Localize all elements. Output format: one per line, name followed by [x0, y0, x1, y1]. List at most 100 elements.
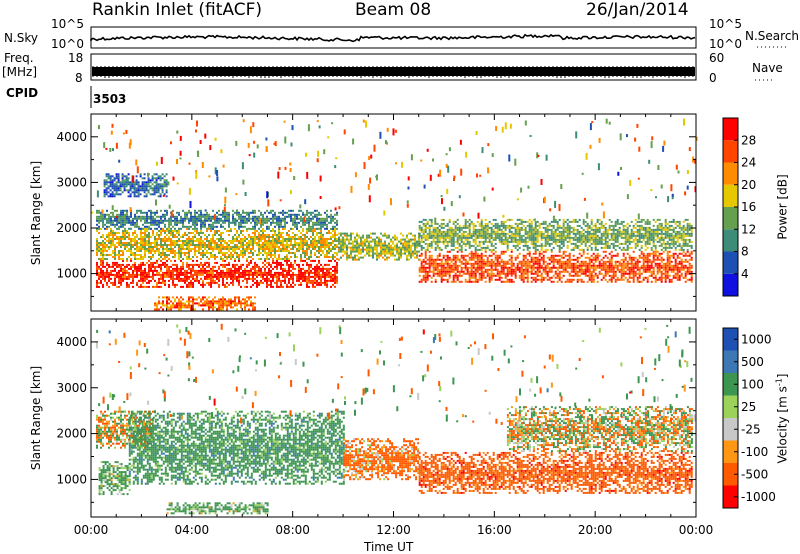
power-cell	[142, 244, 144, 246]
power-cell	[172, 252, 174, 254]
power-cell	[174, 227, 176, 230]
power-cell	[198, 265, 200, 268]
power-cell	[288, 215, 290, 218]
power-cell	[174, 252, 176, 254]
power-cell	[100, 219, 102, 222]
power-cell	[528, 262, 531, 265]
power-cell	[374, 242, 376, 245]
power-cell	[296, 273, 298, 276]
power-cell	[292, 285, 294, 288]
power-cell	[656, 272, 659, 275]
power-cell	[236, 213, 238, 216]
power-cell	[146, 225, 148, 228]
power-cell	[464, 264, 467, 267]
power-cell	[270, 283, 272, 286]
power-cell	[474, 272, 477, 275]
power-cell	[222, 209, 224, 212]
power-cell	[276, 234, 278, 236]
power-cell	[114, 256, 116, 258]
power-cell	[266, 244, 268, 246]
power-cell	[654, 250, 657, 253]
power-cell	[604, 278, 607, 281]
power-cell	[108, 246, 110, 248]
power-cell	[426, 242, 429, 245]
power-cell	[538, 266, 541, 269]
power-cell	[358, 242, 360, 245]
power-cell	[106, 258, 108, 260]
power-cell	[546, 270, 549, 273]
power-cell	[180, 273, 182, 276]
power-cell	[300, 217, 302, 220]
power-cell	[228, 261, 230, 264]
power-cell	[330, 217, 332, 220]
power-cell	[122, 213, 124, 216]
power-cell	[122, 259, 124, 262]
power-cell	[314, 246, 316, 248]
power-cell	[422, 218, 425, 221]
power-cell	[468, 276, 471, 279]
power-cell	[380, 242, 382, 245]
power-cell	[236, 269, 238, 272]
power-cell	[330, 213, 332, 216]
power-cell	[628, 270, 631, 273]
power-cell	[194, 215, 196, 218]
power-cell	[432, 266, 435, 269]
power-cell	[264, 248, 266, 250]
power-cell	[178, 219, 180, 222]
power-cell	[628, 272, 631, 275]
power-cell	[454, 264, 457, 267]
power-cell	[270, 250, 272, 252]
power-cell	[632, 258, 635, 261]
power-cell	[428, 250, 431, 253]
power-cell	[646, 268, 649, 271]
power-cell	[496, 262, 499, 265]
power-cell	[164, 252, 166, 254]
power-cell	[136, 258, 138, 260]
power-cell	[476, 262, 479, 265]
power-cell	[202, 252, 204, 254]
power-cell	[144, 234, 146, 236]
power-cell	[634, 264, 637, 267]
power-cell	[688, 266, 691, 269]
power-cell	[136, 219, 138, 222]
power-cell	[684, 272, 687, 275]
power-cell	[282, 285, 284, 288]
power-cell	[622, 278, 625, 281]
power-cell	[558, 264, 561, 267]
power-cell	[238, 256, 240, 258]
power-cell	[418, 250, 420, 253]
power-cell	[248, 234, 250, 236]
power-cell	[624, 266, 627, 269]
power-cell	[384, 258, 386, 261]
power-cell	[532, 278, 535, 281]
power-cell	[668, 256, 671, 259]
power-cell	[140, 271, 142, 274]
power-cell	[128, 227, 130, 230]
power-cell	[242, 263, 244, 266]
power-cell	[244, 275, 246, 278]
power-cell	[254, 217, 256, 220]
power-cell	[286, 261, 288, 264]
power-cell	[642, 278, 645, 281]
power-cell	[192, 215, 194, 218]
power-cell	[242, 217, 244, 220]
power-cell	[136, 234, 138, 236]
power-cell	[302, 242, 304, 244]
power-cell	[120, 242, 122, 244]
power-cell	[360, 256, 362, 259]
power-cell	[156, 242, 158, 244]
power-cell	[236, 267, 238, 270]
power-cell	[342, 242, 344, 245]
power-cell	[278, 273, 280, 276]
power-cell	[248, 246, 250, 248]
power-cell	[272, 248, 274, 250]
power-cell	[636, 260, 639, 263]
power-cell	[424, 252, 427, 255]
power-cell	[186, 258, 188, 260]
power-cell	[316, 281, 318, 284]
power-cell	[208, 269, 210, 272]
power-cell	[318, 283, 320, 286]
power-cell	[550, 276, 553, 279]
power-cell	[98, 217, 100, 220]
power-cell	[422, 232, 425, 235]
